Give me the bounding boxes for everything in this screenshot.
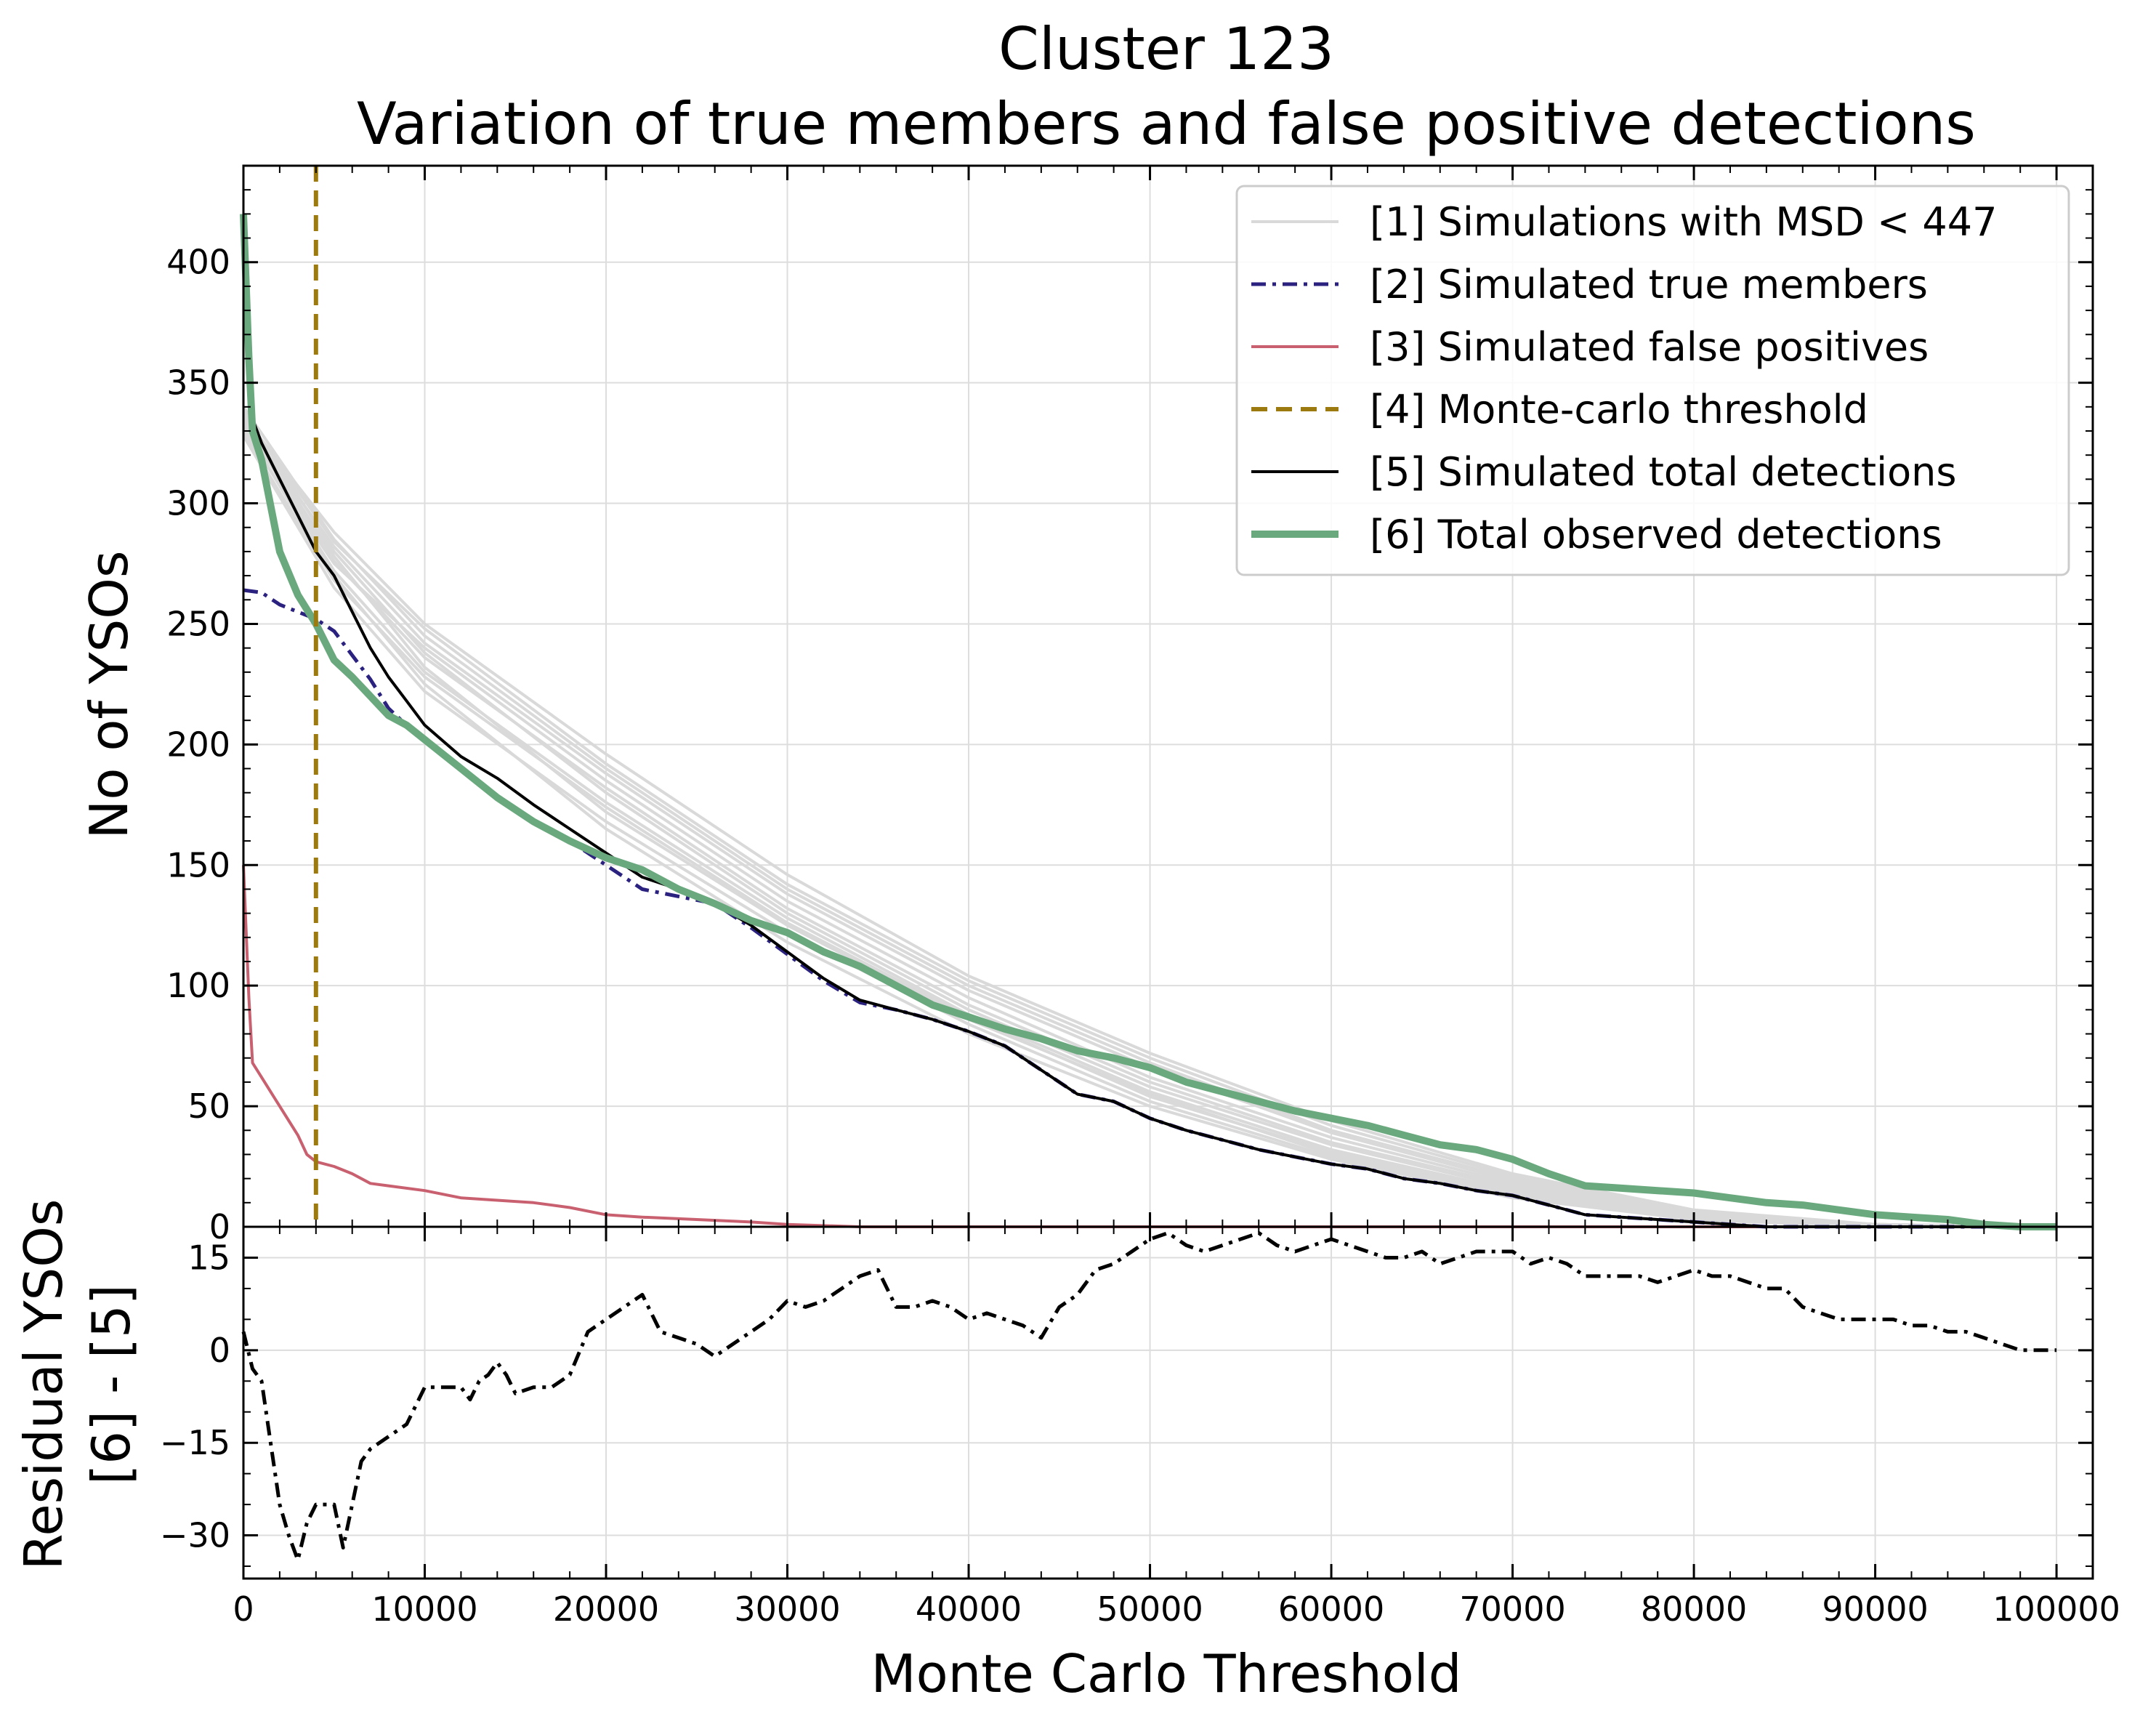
simulated-total-line	[242, 214, 2057, 1228]
residual-plot-frame	[242, 1225, 2094, 1580]
simulation-curve	[242, 427, 2057, 1228]
x-tick-label: 70000	[1459, 1589, 1565, 1629]
legend-label-observed-total: [6] Total observed detections	[1370, 512, 1942, 557]
x-tick-label: 90000	[1822, 1589, 1928, 1629]
main-plot-ticks: 0 50 100 150 200 250 300 350 400	[166, 165, 2094, 1246]
legend-label-true-members: [2] Simulated true members	[1370, 262, 1928, 307]
residual-y-tick-label: 15	[187, 1238, 230, 1277]
residual-plot-grid	[243, 1227, 2093, 1579]
x-tick-label: 0	[233, 1589, 254, 1629]
x-axis-label: Monte Carlo Threshold	[871, 1643, 1462, 1704]
residual-line	[241, 1231, 2057, 1562]
main-y-tick-label: 50	[187, 1087, 230, 1126]
x-tick-label: 60000	[1278, 1589, 1384, 1629]
main-y-axis-label: No of YSOs	[78, 551, 140, 839]
simulation-curve	[242, 413, 2057, 1228]
legend-label-threshold: [4] Monte-carlo threshold	[1370, 387, 1868, 432]
main-y-tick-label: 350	[166, 363, 230, 403]
x-tick-label: 50000	[1097, 1589, 1203, 1629]
x-tick-label: 30000	[734, 1589, 840, 1629]
legend-label-false-positives: [3] Simulated false positives	[1370, 324, 1929, 370]
simulation-curve	[242, 432, 2057, 1228]
main-plot-series	[240, 214, 2057, 1230]
main-y-tick-label: 200	[166, 725, 230, 764]
residual-plot-ticks: 0 10000 20000 30000 40000 50000 60000 70000 8000…	[160, 1226, 2120, 1629]
x-tick-label: 10000	[371, 1589, 477, 1629]
x-tick-label: 20000	[553, 1589, 659, 1629]
x-tick-label: 100000	[1993, 1589, 2120, 1629]
residual-y-axis-label-line2: [6] - [5]	[81, 1284, 142, 1485]
chart-subtitle: Variation of true members and false posi…	[357, 90, 1976, 158]
residual-y-tick-label: −30	[160, 1516, 230, 1555]
residual-plot-panel: 0 10000 20000 30000 40000 50000 60000 70000 8000…	[13, 1199, 2120, 1704]
residual-y-axis-label: Residual YSOs	[13, 1199, 74, 1571]
main-y-tick-label: 100	[166, 966, 230, 1005]
chart-title: Cluster 123	[998, 15, 1334, 83]
main-y-tick-label: 150	[166, 845, 230, 884]
legend: [1] Simulations with MSD < 447 [2] Simula…	[1235, 185, 2070, 576]
legend-box	[1235, 185, 2070, 576]
residual-y-tick-label: −15	[160, 1423, 230, 1462]
observed-total-line	[240, 214, 2057, 1230]
x-tick-label: 40000	[916, 1589, 1022, 1629]
x-tick-label: 80000	[1641, 1589, 1747, 1629]
main-y-tick-label: 250	[166, 604, 230, 643]
main-y-tick-label: 400	[166, 243, 230, 282]
main-y-tick-label: 300	[166, 484, 230, 523]
simulation-curve	[242, 415, 2057, 1228]
legend-label-simulated-total: [5] Simulated total detections	[1370, 449, 1957, 495]
legend-label-simulations: [1] Simulations with MSD < 447	[1370, 199, 1997, 245]
main-y-tick-label: 0	[209, 1207, 230, 1246]
residual-plot-series	[241, 1231, 2057, 1562]
residual-y-tick-label: 0	[209, 1331, 230, 1370]
